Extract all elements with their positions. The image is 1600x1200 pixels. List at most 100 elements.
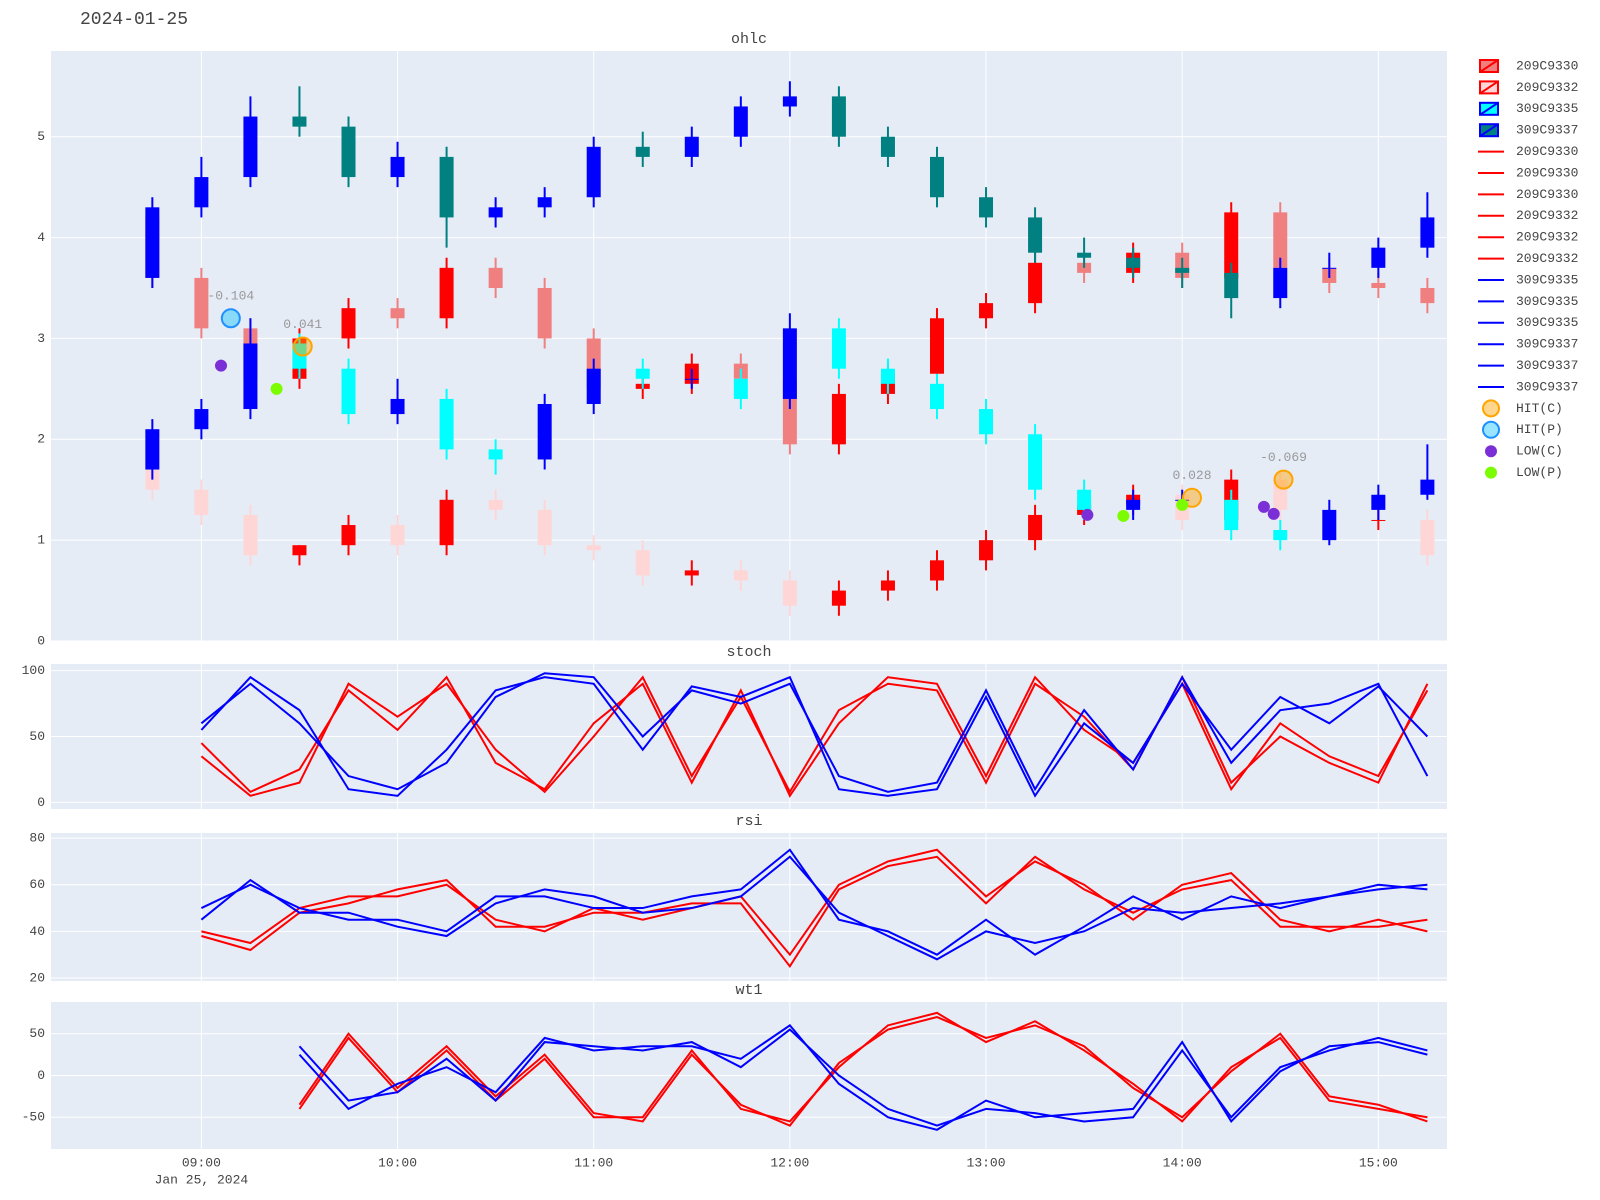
marker-point — [215, 359, 228, 372]
candle-body — [979, 540, 994, 561]
legend-label: 209C9332 — [1516, 230, 1578, 245]
legend-label: 209C9330 — [1516, 58, 1578, 73]
legend-label: HIT(P) — [1516, 422, 1563, 437]
marker-point — [292, 336, 313, 357]
series-line — [200, 675, 1429, 798]
legend-swatch — [1482, 399, 1500, 418]
candle-body — [390, 525, 405, 546]
y-tick-label: 3 — [37, 331, 45, 346]
candle-body — [194, 177, 209, 208]
candle-body — [1371, 494, 1386, 510]
subplot-title: wt1 — [735, 982, 762, 999]
candle-body — [488, 499, 503, 510]
candle-body — [488, 207, 503, 218]
candle-body — [880, 368, 895, 384]
legend-swatch — [1485, 445, 1497, 458]
marker-point — [1117, 509, 1130, 522]
legend-label: 309C9335 — [1516, 315, 1578, 330]
candle-body — [635, 146, 650, 157]
candle-body — [243, 343, 258, 410]
candle-body — [1077, 489, 1092, 510]
candle-body — [733, 570, 748, 581]
subplot-title: rsi — [735, 813, 762, 830]
candle-body — [782, 96, 797, 107]
candle-body — [733, 106, 748, 137]
y-tick-label: 1 — [37, 533, 45, 548]
candle-body — [831, 393, 846, 445]
candle-body — [1224, 499, 1239, 531]
series-line — [298, 1024, 1428, 1131]
candle-body — [929, 156, 944, 198]
candle-body — [1126, 257, 1141, 268]
candle-body — [145, 207, 160, 278]
series-line — [201, 848, 1428, 957]
candle-body — [635, 368, 650, 379]
candle-body — [243, 116, 258, 178]
candle-body — [537, 403, 552, 460]
candle-body — [292, 116, 307, 127]
x-date-label: Jan 25, 2024 — [155, 1172, 249, 1187]
plot-layer — [298, 1011, 1428, 1131]
candle-body — [1420, 479, 1435, 495]
candle-body — [1224, 272, 1239, 299]
series-line — [200, 855, 1428, 961]
series-line — [201, 855, 1428, 969]
x-tick-label: 13:00 — [967, 1155, 1006, 1170]
plot-layer — [200, 672, 1429, 798]
candle-body — [1420, 288, 1435, 304]
candle-body — [537, 509, 552, 546]
candle-body — [1273, 267, 1288, 299]
legend-swatch — [1479, 80, 1499, 95]
marker-label: 0.041 — [283, 317, 322, 332]
candle-body — [1322, 509, 1337, 541]
marker-label: -0.104 — [207, 289, 254, 304]
series-line — [200, 675, 1429, 798]
legend-label: HIT(C) — [1516, 401, 1563, 416]
candle-body — [1371, 519, 1386, 521]
candle-body — [1028, 217, 1043, 253]
y-tick-label: 0 — [37, 1068, 45, 1083]
y-tick-label: 5 — [37, 129, 45, 144]
marker-point — [220, 308, 241, 329]
y-tick-label: 2 — [37, 432, 45, 447]
page-title: 2024-01-25 — [80, 10, 188, 30]
candle-body — [145, 429, 160, 470]
legend-label: 209C9330 — [1516, 187, 1578, 202]
candle-body — [782, 580, 797, 606]
legend-label: 309C9337 — [1516, 123, 1578, 138]
candle-body — [194, 489, 209, 515]
candle-body — [390, 398, 405, 415]
legend-swatch — [1479, 101, 1499, 116]
candle-body — [439, 499, 454, 546]
legend-label: 309C9337 — [1516, 337, 1578, 352]
plot-layer: 0.041 0.028 -0.069 -0.104 — [145, 81, 1435, 616]
x-tick-label: 14:00 — [1163, 1155, 1202, 1170]
legend-label: 309C9337 — [1516, 379, 1578, 394]
candle-body — [341, 308, 356, 339]
candle-body — [439, 267, 454, 319]
subplot-title: ohlc — [731, 31, 767, 48]
marker-label: 0.028 — [1172, 468, 1211, 483]
y-tick-label: 100 — [22, 663, 45, 678]
candle-body — [831, 328, 846, 369]
candle-body — [1126, 499, 1141, 510]
candle-body — [488, 449, 503, 460]
y-tick-label: 0 — [37, 633, 45, 648]
legend-label: LOW(C) — [1516, 444, 1563, 459]
candle-body — [390, 156, 405, 178]
candle-body — [1371, 247, 1386, 268]
marker-point — [1081, 508, 1094, 521]
subplot-title: stoch — [726, 644, 771, 661]
candle-body — [341, 126, 356, 178]
candle-body — [979, 303, 994, 319]
candle-body — [929, 318, 944, 374]
plot-layer — [200, 848, 1428, 969]
candle-body — [194, 409, 209, 430]
candle-body — [1028, 434, 1043, 490]
candle-body — [1028, 262, 1043, 304]
candle-body — [1273, 479, 1288, 510]
legend-label: 309C9335 — [1516, 294, 1578, 309]
candle-body — [929, 383, 944, 410]
candle-body — [880, 136, 895, 157]
legend-swatch — [1482, 420, 1500, 439]
